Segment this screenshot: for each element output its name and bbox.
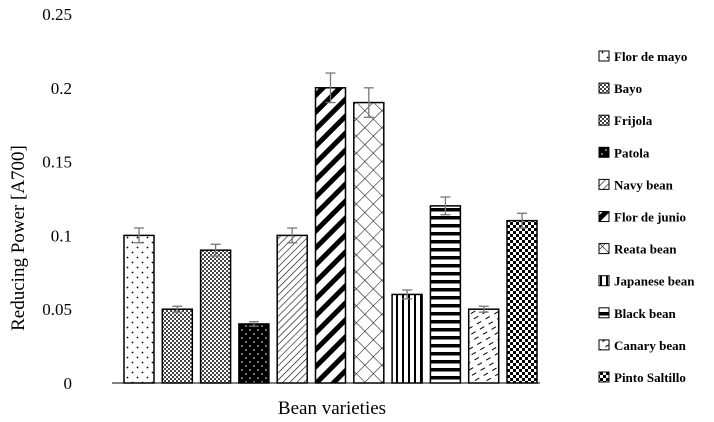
legend-item: Pinto Saltillo	[598, 370, 686, 385]
bar	[353, 101, 385, 384]
legend-swatch	[598, 50, 610, 62]
legend-item: Japanese bean	[598, 274, 695, 289]
legend-swatch	[598, 82, 610, 94]
y-tick-label: 0.05	[42, 300, 72, 319]
legend-swatch	[598, 211, 610, 222]
legend-item: Frijola	[598, 113, 653, 128]
bar	[199, 249, 232, 384]
x-axis-label: Bean varieties	[278, 398, 386, 419]
y-tick-label: 0.1	[51, 226, 72, 245]
bar	[238, 323, 270, 384]
error-bar	[363, 87, 374, 118]
bar	[123, 234, 155, 384]
error-bar	[248, 321, 259, 327]
legend-label: Flor de mayo	[614, 49, 687, 64]
y-axis-label: Reducing Power [A700]	[8, 145, 29, 331]
legend-item: Navy bean	[598, 177, 674, 192]
legend-item: Flor de junio	[598, 210, 686, 225]
legend-swatch	[598, 371, 610, 383]
legend-swatch	[598, 243, 610, 255]
legend-item: Reata bean	[598, 242, 677, 257]
legend: Flor de mayo Bayo Frijola Patola Navy bean Fl…	[598, 49, 695, 385]
bar	[467, 308, 500, 384]
legend-label: Canary bean	[614, 338, 687, 353]
error-bar	[402, 289, 413, 300]
bar	[276, 234, 308, 384]
y-tick-label: 0.2	[51, 79, 72, 98]
legend-label: Japanese bean	[614, 274, 695, 289]
y-tick-label: 0.15	[42, 153, 72, 172]
error-bar	[478, 305, 489, 313]
y-axis: 0 0.05 0.1 0.15 0.2 0.25	[42, 5, 72, 393]
legend-label: Frijola	[614, 113, 653, 128]
legend-label: Black bean	[614, 306, 677, 321]
legend-swatch	[598, 178, 610, 190]
bar	[429, 205, 462, 384]
error-bar	[287, 227, 298, 244]
legend-label: Reata bean	[614, 242, 677, 257]
legend-swatch	[598, 146, 610, 158]
error-bar	[517, 212, 527, 229]
error-bar	[325, 72, 336, 104]
error-bar	[172, 305, 183, 313]
legend-item: Black bean	[598, 306, 677, 321]
legend-swatch	[598, 275, 610, 287]
error-bar	[440, 196, 451, 216]
legend-item: Flor de mayo	[598, 49, 687, 64]
legend-swatch	[598, 307, 610, 319]
legend-item: Bayo	[598, 81, 642, 96]
bar	[391, 293, 423, 384]
legend-item: Canary bean	[598, 338, 687, 353]
bars	[123, 72, 538, 384]
legend-label: Patola	[614, 145, 650, 160]
legend-swatch	[598, 339, 610, 351]
bar	[161, 308, 194, 384]
y-tick-label: 0	[64, 374, 73, 393]
error-bar	[210, 243, 221, 257]
legend-label: Navy bean	[614, 177, 674, 192]
legend-label: Bayo	[614, 81, 642, 96]
legend-label: Flor de junio	[614, 210, 686, 225]
bar	[314, 87, 347, 384]
bar	[506, 219, 538, 384]
legend-item: Patola	[598, 145, 650, 160]
legend-label: Pinto Saltillo	[614, 370, 686, 385]
error-bar	[134, 227, 144, 244]
y-tick-label: 0.25	[42, 5, 72, 24]
legend-swatch	[598, 114, 610, 126]
